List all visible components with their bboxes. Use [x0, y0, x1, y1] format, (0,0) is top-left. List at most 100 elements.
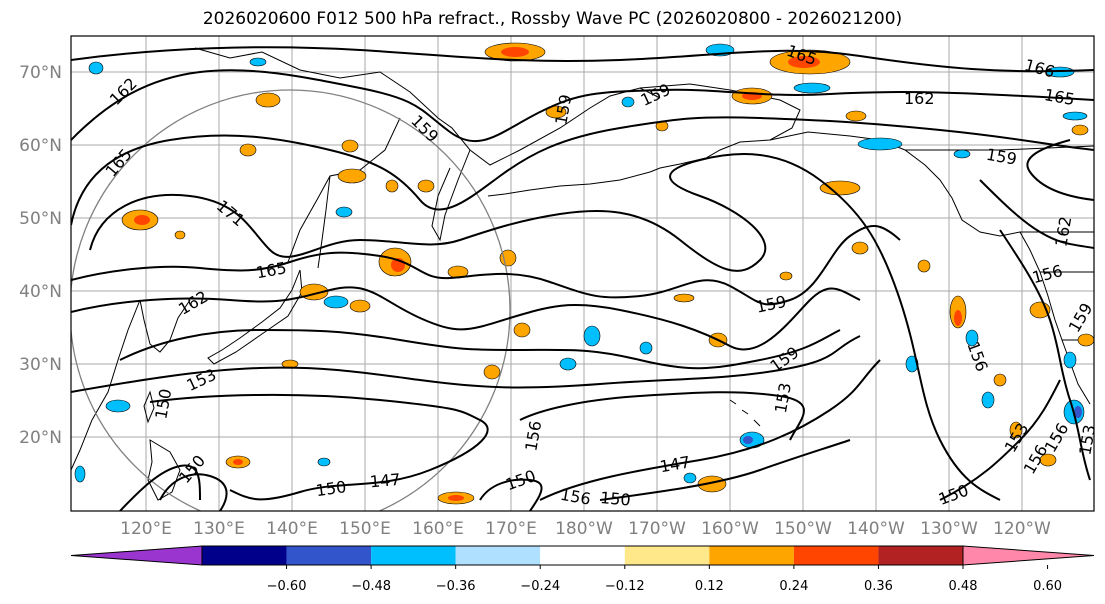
colorbar-tick-label: 0.48: [949, 579, 978, 594]
colorbar-bin: [286, 546, 372, 565]
shade-patch: [965, 329, 979, 347]
contour-label: 162: [904, 89, 935, 108]
contour-line: [71, 335, 861, 393]
colorbar-bin: [878, 546, 963, 565]
canada-border: [905, 145, 1094, 151]
shade-patch: [513, 322, 531, 338]
colorbar-outline: [201, 545, 964, 566]
colorbar-tick-label: 0.24: [779, 579, 808, 594]
shade-patch: [335, 206, 353, 218]
contour-line: [979, 179, 1094, 249]
shade-patch: [174, 230, 186, 240]
lon-label: 160°W: [701, 519, 759, 539]
asia-coastline: [194, 47, 661, 166]
shade-patch: [583, 325, 601, 347]
contour-lines: [71, 46, 1094, 511]
colorbar-bin: [709, 546, 794, 565]
gridlines: [71, 36, 1094, 511]
shade-patch: [819, 180, 861, 196]
contour-line: [519, 391, 805, 441]
map-frame: [70, 35, 1095, 512]
shade-patch: [743, 436, 753, 444]
shade-patch: [1074, 406, 1082, 418]
colorbar-tick-label: 0.60: [1033, 579, 1062, 594]
contour-line: [939, 379, 1061, 501]
gulf-of-alaska-coastline: [769, 131, 1021, 237]
colorbar-tick-label: −0.60: [267, 579, 307, 594]
aleutian-islands: [487, 171, 651, 197]
shade-patch: [239, 143, 257, 157]
shade-patch: [349, 299, 371, 313]
colorbar-tick-label: 0.12: [695, 579, 724, 594]
shade-patch: [993, 373, 1007, 387]
contour-line: [159, 473, 228, 511]
shade-patch: [621, 96, 635, 108]
contour-label: 150: [315, 477, 348, 500]
shade-patch: [317, 457, 331, 467]
colorbar-bin: [455, 546, 541, 565]
lon-label: 170°W: [628, 519, 686, 539]
hawaii-islands: [729, 399, 761, 427]
chart-title: 2026020600 F012 500 hPa refract., Rossby…: [202, 9, 903, 29]
shade-patch: [483, 364, 501, 380]
lon-label: 130°E: [193, 519, 245, 539]
kamchatka-coastline: [431, 149, 471, 242]
lat-label: 30°N: [19, 355, 62, 375]
shade-patch: [917, 259, 931, 273]
contour-line: [71, 46, 1094, 73]
colorbar-tick-label: −0.12: [605, 579, 645, 594]
shade-patch: [88, 61, 104, 75]
shade-patch: [323, 295, 349, 309]
shade-patch: [255, 92, 281, 108]
na-west-coastline: [1019, 231, 1091, 405]
lon-label: 120°W: [993, 519, 1051, 539]
shade-patch: [1009, 421, 1023, 439]
shade-patch: [779, 271, 793, 281]
shade-patch: [417, 179, 435, 193]
contour-label: 150: [599, 488, 631, 510]
shade-patch: [954, 310, 962, 326]
colorbar-bin: [371, 546, 456, 565]
shade-patch: [1077, 333, 1094, 347]
japan-coastline: [207, 269, 303, 365]
wave-region-circle: [71, 89, 511, 511]
shade-patch: [341, 139, 359, 153]
shade-patch: [501, 47, 529, 57]
contour-line: [149, 393, 489, 501]
latitude-labels: 70°N 60°N 50°N 40°N 30°N 20°N: [19, 63, 62, 448]
contour-label: 153: [1075, 423, 1099, 456]
lat-label: 20°N: [19, 428, 62, 448]
lon-label: 150°E: [339, 519, 391, 539]
contour-line: [479, 478, 543, 511]
contour-line: [71, 286, 861, 351]
shade-patch: [953, 149, 971, 159]
lon-label: 140°E: [266, 519, 318, 539]
contour-line: [71, 225, 901, 306]
shade-patch: [788, 56, 820, 68]
lon-label: 150°W: [774, 519, 832, 539]
shade-patch: [793, 82, 831, 94]
contour-line: [999, 229, 1091, 481]
shade-patch: [697, 475, 727, 493]
shade-patch: [385, 179, 399, 193]
contour-label: 147: [369, 470, 401, 492]
colorbar-tick-label: −0.48: [351, 579, 391, 594]
lon-label: 130°W: [920, 519, 978, 539]
contour-line: [119, 329, 841, 370]
lon-label: 120°E: [120, 519, 172, 539]
colorbar-extend-low: [70, 545, 203, 566]
shade-patch: [1071, 124, 1089, 136]
contour-line: [119, 464, 201, 511]
longitude-labels: 120°E 130°E 140°E 150°E 160°E 170°E 180°W 170°W…: [120, 519, 1051, 539]
shade-patch: [74, 465, 86, 483]
shade-patch: [683, 472, 697, 484]
lat-label: 70°N: [19, 63, 62, 83]
shade-patch: [448, 495, 464, 501]
shade-patch: [499, 249, 517, 267]
shade-patch: [134, 215, 150, 225]
lon-label: 140°W: [847, 519, 905, 539]
colorbar: −0.60 −0.48 −0.36 −0.24 −0.12 0.12 0.24 0.36 0.4…: [70, 545, 1095, 594]
colorbar-tick-label: −0.36: [436, 579, 476, 594]
lon-label: 180°W: [555, 519, 613, 539]
shade-patch: [845, 110, 867, 122]
